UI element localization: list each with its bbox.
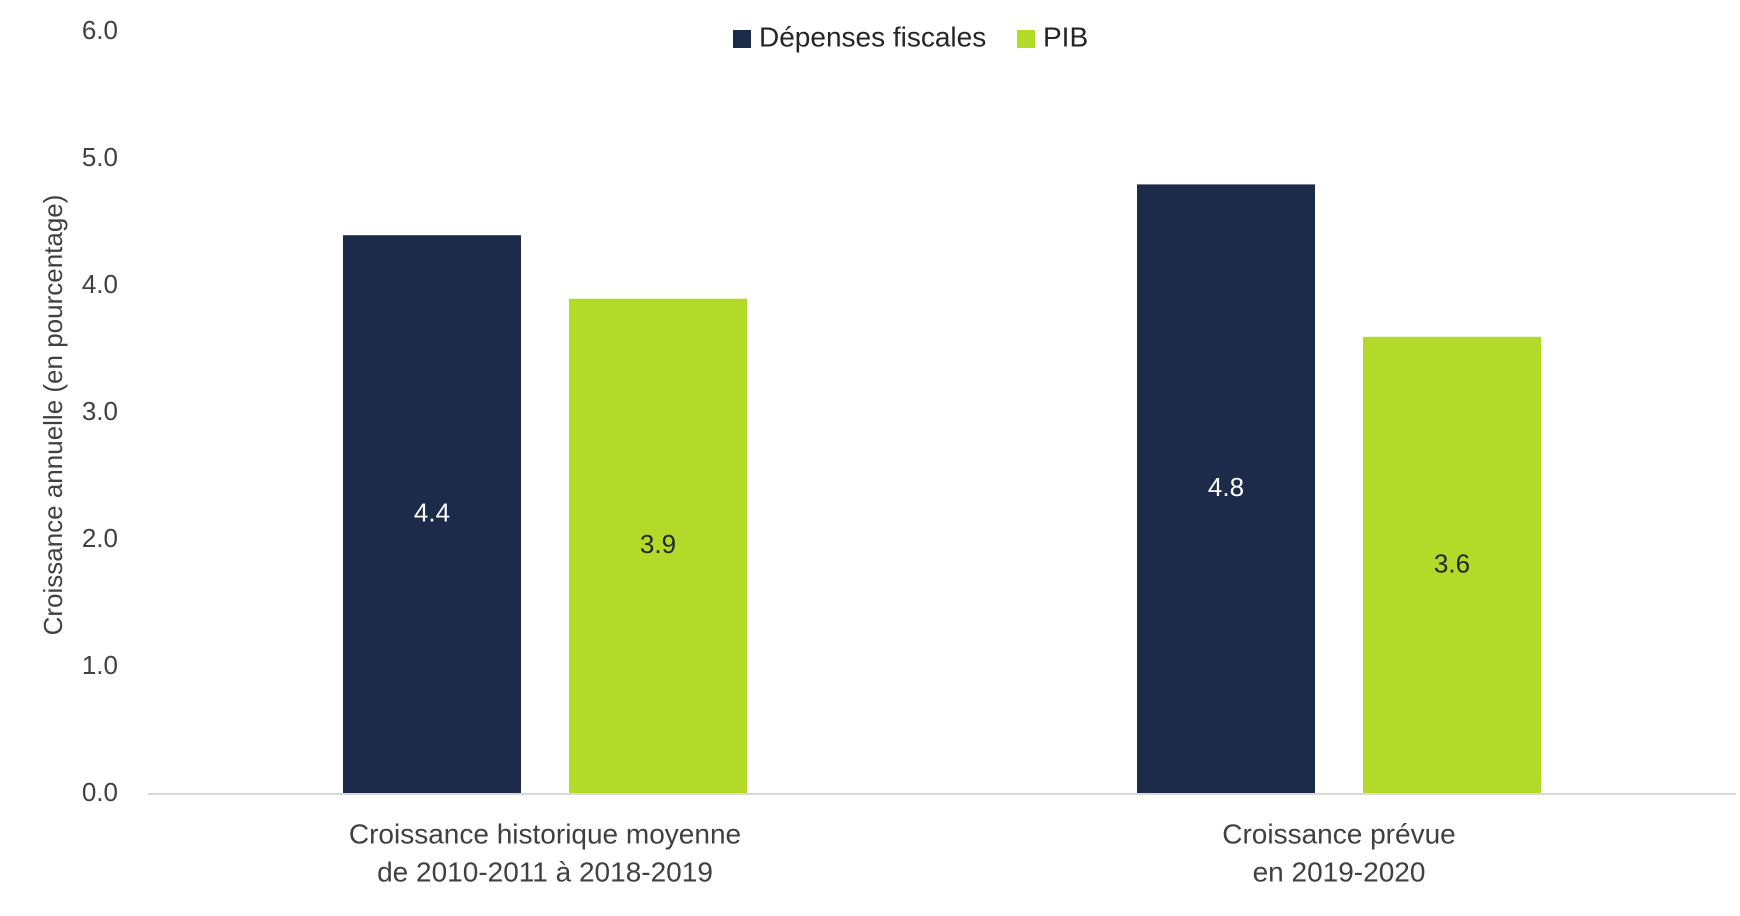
data-label: 4.8 bbox=[1208, 472, 1244, 502]
bar-depenses-fiscales bbox=[1137, 184, 1315, 794]
y-axis: 0.0 1.0 2.0 3.0 4.0 5.0 6.0 bbox=[82, 15, 118, 807]
data-label: 4.4 bbox=[414, 497, 450, 527]
y-tick-label: 6.0 bbox=[82, 15, 118, 45]
x-category-label: en 2019-2020 bbox=[1253, 856, 1426, 887]
legend-swatch bbox=[1017, 30, 1035, 48]
bars: 4.4 3.9 4.8 3.6 bbox=[343, 184, 1541, 794]
y-tick-label: 2.0 bbox=[82, 523, 118, 553]
x-category-label: de 2010-2011 à 2018-2019 bbox=[377, 856, 713, 887]
legend: Dépenses fiscales PIB bbox=[733, 21, 1088, 52]
data-label: 3.6 bbox=[1434, 548, 1470, 578]
y-tick-label: 3.0 bbox=[82, 396, 118, 426]
x-category-label: Croissance prévue bbox=[1222, 818, 1455, 849]
y-tick-label: 1.0 bbox=[82, 650, 118, 680]
bar-pib bbox=[569, 298, 747, 794]
legend-label: Dépenses fiscales bbox=[759, 21, 986, 52]
legend-label: PIB bbox=[1043, 21, 1088, 52]
bar-depenses-fiscales bbox=[343, 235, 521, 794]
bar-pib bbox=[1363, 336, 1541, 794]
data-label: 3.9 bbox=[640, 529, 676, 559]
legend-swatch bbox=[733, 30, 751, 48]
y-tick-label: 4.0 bbox=[82, 269, 118, 299]
y-tick-label: 5.0 bbox=[82, 142, 118, 172]
y-axis-title: Croissance annuelle (en pourcentage) bbox=[38, 195, 68, 636]
x-axis: Croissance historique moyenne de 2010-201… bbox=[349, 818, 1456, 887]
y-tick-label: 0.0 bbox=[82, 777, 118, 807]
x-category-label: Croissance historique moyenne bbox=[349, 818, 741, 849]
